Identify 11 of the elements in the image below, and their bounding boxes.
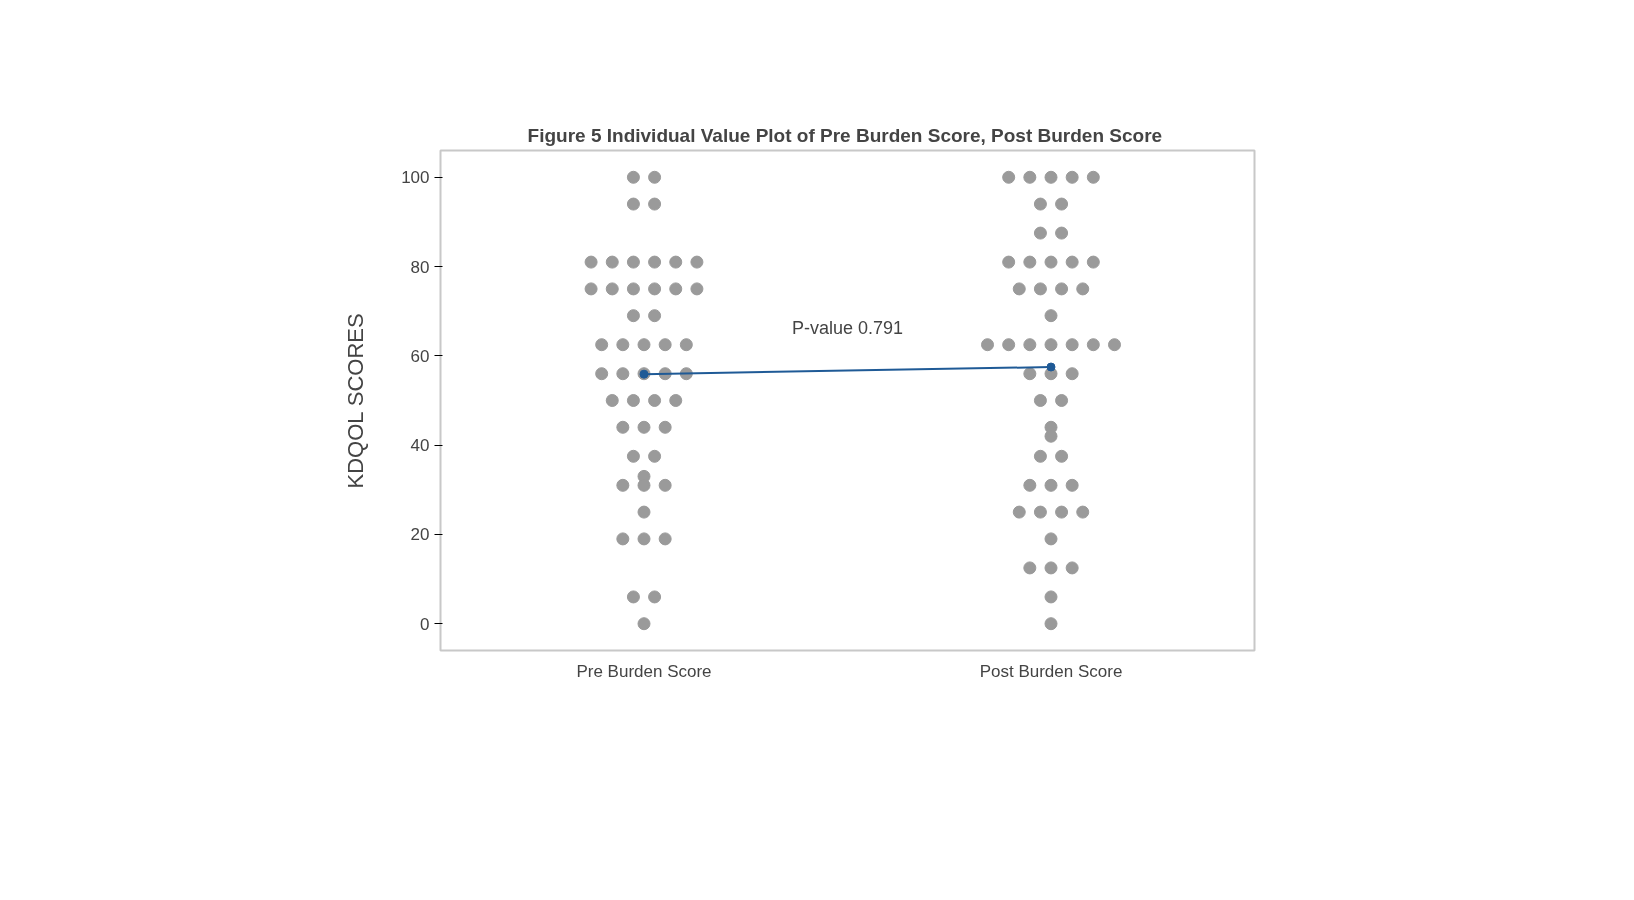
y-tick-label: 80 [410,257,430,277]
chart-title: Figure 5 Individual Value Plot of Pre Burden Score, Post Burden Score [527,124,1163,146]
y-tick-label: 60 [410,346,430,366]
y-axis-title: KDQOL SCORES [343,313,369,489]
annotation: P-value 0.791 [791,318,904,338]
x-tick-label: Pre Burden Score [576,661,712,681]
y-tick-label: 20 [410,525,430,545]
y-tick-label: 100 [401,168,430,188]
y-tick-label: 0 [420,614,430,634]
x-tick-label: Post Burden Score [979,661,1123,681]
y-tick-label: 40 [410,436,430,456]
